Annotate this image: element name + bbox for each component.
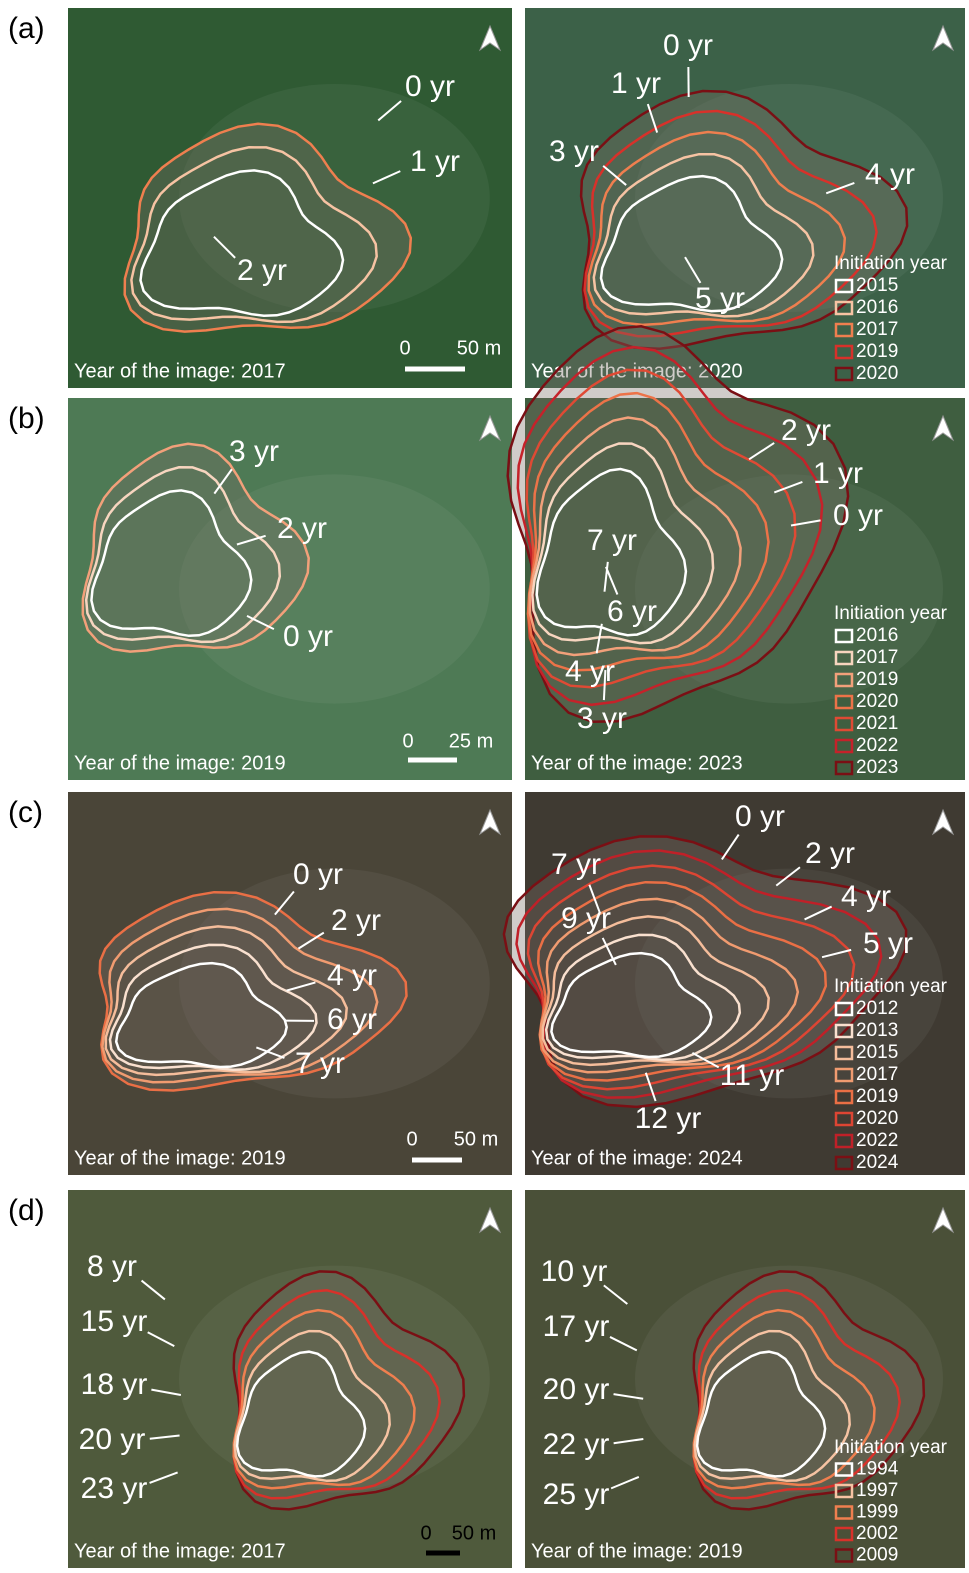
legend-entry: 2012 — [856, 998, 898, 1019]
age-label: 7 yr — [295, 1047, 345, 1080]
age-label: 2 yr — [277, 512, 327, 545]
image-year-caption: Year of the image: 2019 — [74, 752, 286, 774]
age-label: 20 yr — [543, 1373, 610, 1406]
age-label: 15 yr — [81, 1305, 148, 1338]
panel-label: (c) — [8, 796, 43, 829]
age-label: 17 yr — [543, 1310, 610, 1343]
age-label: 20 yr — [79, 1423, 146, 1456]
legend-entry: 1994 — [856, 1459, 899, 1480]
image-year-caption: Year of the image: 2019 — [531, 1540, 743, 1562]
age-label: 0 yr — [833, 499, 883, 532]
scale-end: 50 m — [454, 1128, 498, 1150]
age-label: 5 yr — [695, 282, 745, 315]
scale-end: 50 m — [452, 1522, 496, 1544]
legend-entry: 2020 — [856, 691, 898, 712]
age-label: 1 yr — [611, 67, 661, 100]
age-label: 4 yr — [565, 655, 615, 688]
age-label: 0 yr — [735, 800, 785, 833]
image-year-caption: Year of the image: 2017 — [74, 360, 286, 382]
legend-entry: 2024 — [856, 1152, 899, 1173]
age-label: 2 yr — [805, 837, 855, 870]
legend-entry: 2002 — [856, 1523, 898, 1544]
legend-title: Initiation year — [834, 976, 948, 997]
legend-entry: 2015 — [856, 275, 898, 296]
legend-entry: 2017 — [856, 1064, 898, 1085]
age-label: 23 yr — [81, 1472, 148, 1505]
scale-start: 0 — [399, 337, 410, 359]
age-label: 3 yr — [577, 702, 627, 735]
age-label: 0 yr — [293, 858, 343, 891]
age-label: 4 yr — [841, 880, 891, 913]
age-label: 12 yr — [635, 1102, 702, 1135]
legend-entry: 2022 — [856, 735, 898, 756]
scale-end: 50 m — [457, 337, 501, 359]
age-label: 2 yr — [781, 414, 831, 447]
age-label: 7 yr — [587, 524, 637, 557]
age-label: 7 yr — [551, 848, 601, 881]
age-label: 5 yr — [863, 927, 913, 960]
image-year-caption: Year of the image: 2024 — [531, 1147, 743, 1169]
image-year-caption: Year of the image: 2017 — [74, 1540, 286, 1562]
legend-entry: 1999 — [856, 1502, 898, 1523]
age-label: 1 yr — [813, 457, 863, 490]
scale-start: 0 — [402, 730, 413, 752]
age-label: 22 yr — [543, 1428, 610, 1461]
age-label: 9 yr — [561, 902, 611, 935]
image-year-caption: Year of the image: 2019 — [74, 1147, 286, 1169]
figure: (a)0 yr1 yr2 yrYear of the image: 201705… — [0, 0, 969, 1573]
age-label: 11 yr — [720, 1059, 784, 1092]
age-label: 0 yr — [663, 29, 713, 62]
legend-entry: 2019 — [856, 1086, 898, 1107]
age-label: 3 yr — [229, 435, 279, 468]
legend-entry: 2009 — [856, 1545, 898, 1566]
age-label: 18 yr — [81, 1368, 148, 1401]
age-label: 2 yr — [331, 904, 381, 937]
legend-entry: 1997 — [856, 1480, 898, 1501]
legend-entry: 2015 — [856, 1042, 898, 1063]
legend-entry: 2016 — [856, 625, 898, 646]
legend-entry: 2023 — [856, 757, 898, 778]
scale-end: 25 m — [449, 730, 493, 752]
scale-start: 0 — [420, 1522, 431, 1544]
age-label: 8 yr — [87, 1250, 137, 1283]
age-label: 2 yr — [237, 254, 287, 287]
scale-start: 0 — [406, 1128, 417, 1150]
panel-label: (a) — [8, 12, 45, 45]
legend-entry: 2019 — [856, 669, 898, 690]
legend-entry: 2016 — [856, 297, 898, 318]
age-label: 4 yr — [327, 959, 377, 992]
age-label: 0 yr — [405, 70, 455, 103]
legend-entry: 2013 — [856, 1020, 898, 1041]
legend-title: Initiation year — [834, 603, 948, 624]
legend-entry: 2017 — [856, 647, 898, 668]
legend-entry: 2020 — [856, 363, 898, 384]
age-label: 0 yr — [283, 620, 333, 653]
legend-title: Initiation year — [834, 253, 948, 274]
age-label: 1 yr — [410, 145, 460, 178]
age-label: 10 yr — [541, 1255, 608, 1288]
legend-title: Initiation year — [834, 1437, 948, 1458]
age-label: 6 yr — [607, 595, 657, 628]
legend-entry: 2017 — [856, 319, 898, 340]
legend-entry: 2020 — [856, 1108, 898, 1129]
panel-label: (d) — [8, 1194, 45, 1227]
age-label: 3 yr — [549, 135, 599, 168]
legend-entry: 2019 — [856, 341, 898, 362]
age-label: 6 yr — [327, 1003, 377, 1036]
image-year-caption: Year of the image: 2023 — [531, 752, 743, 774]
age-label: 4 yr — [865, 158, 915, 191]
legend-entry: 2022 — [856, 1130, 898, 1151]
legend-entry: 2021 — [856, 713, 898, 734]
panel-label: (b) — [8, 402, 45, 435]
age-label: 25 yr — [543, 1478, 610, 1511]
